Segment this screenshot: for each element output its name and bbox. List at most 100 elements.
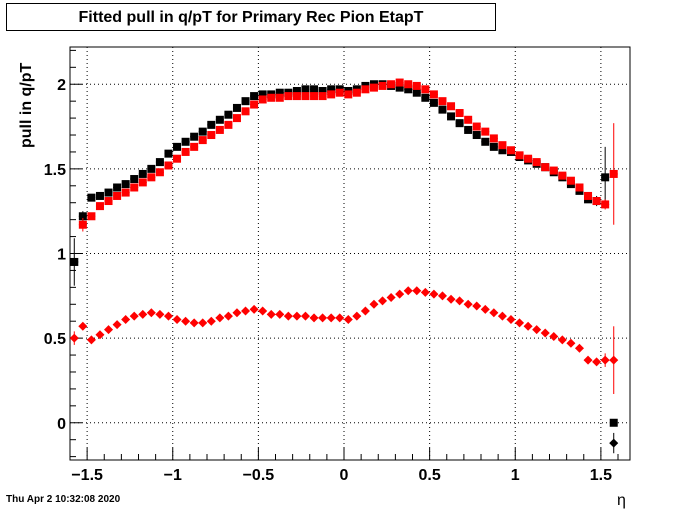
- data-point: [172, 315, 182, 325]
- data-point: [318, 92, 327, 101]
- data-point: [421, 85, 430, 94]
- data-point: [147, 173, 156, 182]
- data-point: [224, 120, 233, 129]
- data-point: [310, 85, 319, 94]
- data-point: [224, 110, 233, 119]
- y-tick-label: 0: [57, 416, 66, 433]
- data-point: [600, 355, 610, 365]
- data-point: [78, 212, 87, 221]
- data-point: [78, 321, 88, 331]
- y-axis-label: pull in q/pT: [18, 62, 35, 148]
- data-point: [447, 112, 456, 121]
- data-point: [181, 137, 190, 146]
- y-tick-label: 0.5: [44, 331, 66, 348]
- data-point: [378, 81, 387, 90]
- data-point: [387, 80, 396, 89]
- data-point: [87, 193, 96, 202]
- data-point: [292, 311, 302, 321]
- data-point: [480, 304, 490, 314]
- data-point: [155, 158, 164, 167]
- data-point: [181, 147, 190, 156]
- data-point: [506, 315, 516, 325]
- data-point: [112, 320, 122, 330]
- data-point: [275, 93, 284, 102]
- data-point: [549, 331, 559, 341]
- data-point: [489, 134, 498, 143]
- data-point: [592, 357, 602, 367]
- data-point: [241, 97, 250, 106]
- x-tick-label: 1.5: [590, 467, 612, 484]
- data-point: [404, 80, 413, 89]
- data-point: [104, 197, 113, 206]
- data-point: [138, 178, 147, 187]
- data-point: [497, 311, 507, 321]
- data-point: [429, 98, 438, 107]
- data-point: [275, 309, 285, 319]
- data-point: [489, 308, 499, 318]
- data-point: [498, 141, 507, 150]
- data-point: [481, 137, 490, 146]
- data-point: [275, 88, 284, 97]
- data-point: [438, 105, 447, 114]
- data-point: [463, 299, 473, 309]
- data-point: [215, 115, 224, 124]
- data-point: [310, 92, 319, 101]
- data-point: [121, 315, 131, 325]
- data-point: [524, 154, 533, 163]
- data-point: [309, 313, 319, 323]
- data-point: [361, 85, 370, 94]
- data-point: [429, 289, 439, 299]
- data-point: [532, 325, 542, 335]
- data-point: [532, 158, 541, 167]
- data-point: [173, 154, 182, 163]
- data-point: [464, 115, 473, 124]
- data-point: [146, 308, 156, 318]
- x-tick-label: −1.5: [71, 467, 103, 484]
- data-point: [207, 131, 216, 140]
- data-point: [163, 311, 173, 321]
- data-point: [455, 109, 464, 118]
- x-tick-label: −0.5: [243, 467, 275, 484]
- data-point: [515, 151, 524, 160]
- data-point: [352, 311, 362, 321]
- series-0: [70, 80, 618, 427]
- data-point: [198, 136, 207, 145]
- data-point: [70, 257, 79, 266]
- series-1: [78, 78, 618, 232]
- data-point: [464, 125, 473, 134]
- tick-layer: [69, 49, 619, 460]
- data-point: [574, 343, 584, 353]
- data-point: [129, 311, 139, 321]
- data-point: [198, 318, 208, 328]
- data-point: [489, 142, 498, 151]
- chart-title: Fitted pull in q/pT for Primary Rec Pion…: [78, 9, 424, 26]
- data-point: [592, 197, 601, 206]
- data-point: [130, 175, 139, 184]
- data-point: [86, 335, 96, 345]
- data-point: [292, 87, 301, 96]
- data-point: [250, 92, 259, 101]
- data-point: [69, 333, 79, 343]
- data-point: [455, 296, 465, 306]
- data-point: [566, 176, 575, 185]
- data-point: [198, 127, 207, 136]
- data-point: [386, 293, 396, 303]
- x-tick-label: 1: [511, 467, 520, 484]
- data-point: [412, 286, 422, 296]
- y-tick-label: 1.5: [44, 162, 66, 179]
- data-point: [609, 438, 619, 448]
- series-3: [69, 286, 619, 394]
- data-point: [147, 164, 156, 173]
- data-point: [541, 163, 550, 172]
- y-tick-label: 2: [57, 77, 66, 94]
- data-point: [207, 120, 216, 129]
- data-point: [284, 92, 293, 101]
- data-point: [523, 321, 533, 331]
- data-point: [583, 355, 593, 365]
- data-point: [190, 142, 199, 151]
- data-point: [327, 85, 336, 94]
- data-point: [300, 311, 310, 321]
- data-point: [215, 125, 224, 134]
- data-point: [258, 95, 267, 104]
